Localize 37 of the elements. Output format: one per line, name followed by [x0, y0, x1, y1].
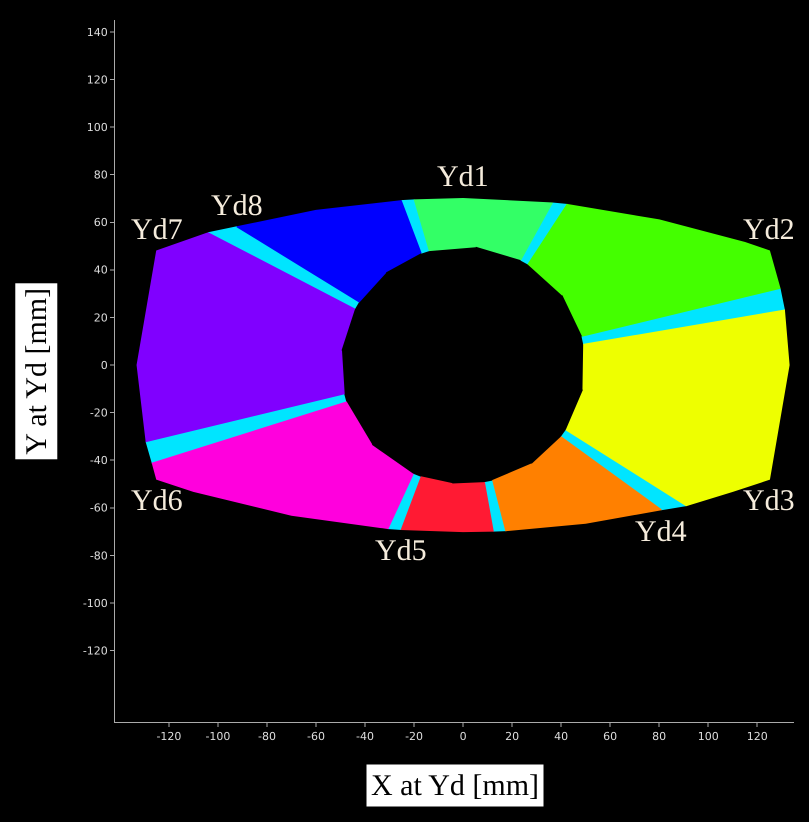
series-label: Yd8: [211, 189, 263, 222]
x-tick-label: -120: [156, 730, 182, 744]
x-tick-label: 40: [554, 730, 568, 744]
x-tick-label: -100: [205, 730, 230, 744]
y-tick-label: 100: [86, 120, 108, 134]
y-tick-label: 40: [94, 264, 108, 277]
x-tick-label: 100: [698, 730, 719, 744]
series-label: Yd5: [375, 534, 427, 567]
series-label: Yd7: [131, 213, 183, 246]
y-tick-label: -40: [90, 454, 108, 468]
x-tick-label: 60: [603, 730, 618, 744]
y-tick-label: -120: [82, 644, 108, 658]
series-label: Yd3: [743, 484, 795, 517]
y-tick-label: 140: [86, 26, 108, 39]
x-tick-label: -40: [356, 730, 374, 744]
x-tick-label: -60: [307, 730, 325, 744]
y-tick-label: 0: [100, 358, 108, 372]
y-tick-label: 60: [94, 216, 108, 230]
series-label: Yd1: [437, 160, 489, 193]
y-tick-label: 20: [94, 311, 108, 324]
y-tick-label: 120: [86, 73, 108, 86]
series-label: Yd4: [635, 515, 687, 548]
y-axis-title: Y at Yd [mm]: [20, 288, 53, 455]
x-tick-label: -20: [405, 730, 424, 744]
series-label: Yd2: [743, 213, 795, 246]
x-axis-title: X at Yd [mm]: [371, 769, 540, 802]
x-tick-label: 120: [746, 730, 768, 744]
x-tick-label: 0: [460, 730, 467, 744]
series-label: Yd6: [131, 484, 183, 517]
x-tick-label: -80: [258, 730, 276, 744]
y-tick-label: -100: [82, 596, 108, 610]
y-tick-label: -60: [90, 502, 108, 515]
x-tick-label: 80: [652, 730, 666, 744]
y-tick-label: -80: [90, 549, 108, 562]
y-tick-label: 80: [94, 168, 108, 182]
y-tick-label: -20: [90, 406, 108, 420]
x-tick-label: 20: [505, 730, 520, 744]
